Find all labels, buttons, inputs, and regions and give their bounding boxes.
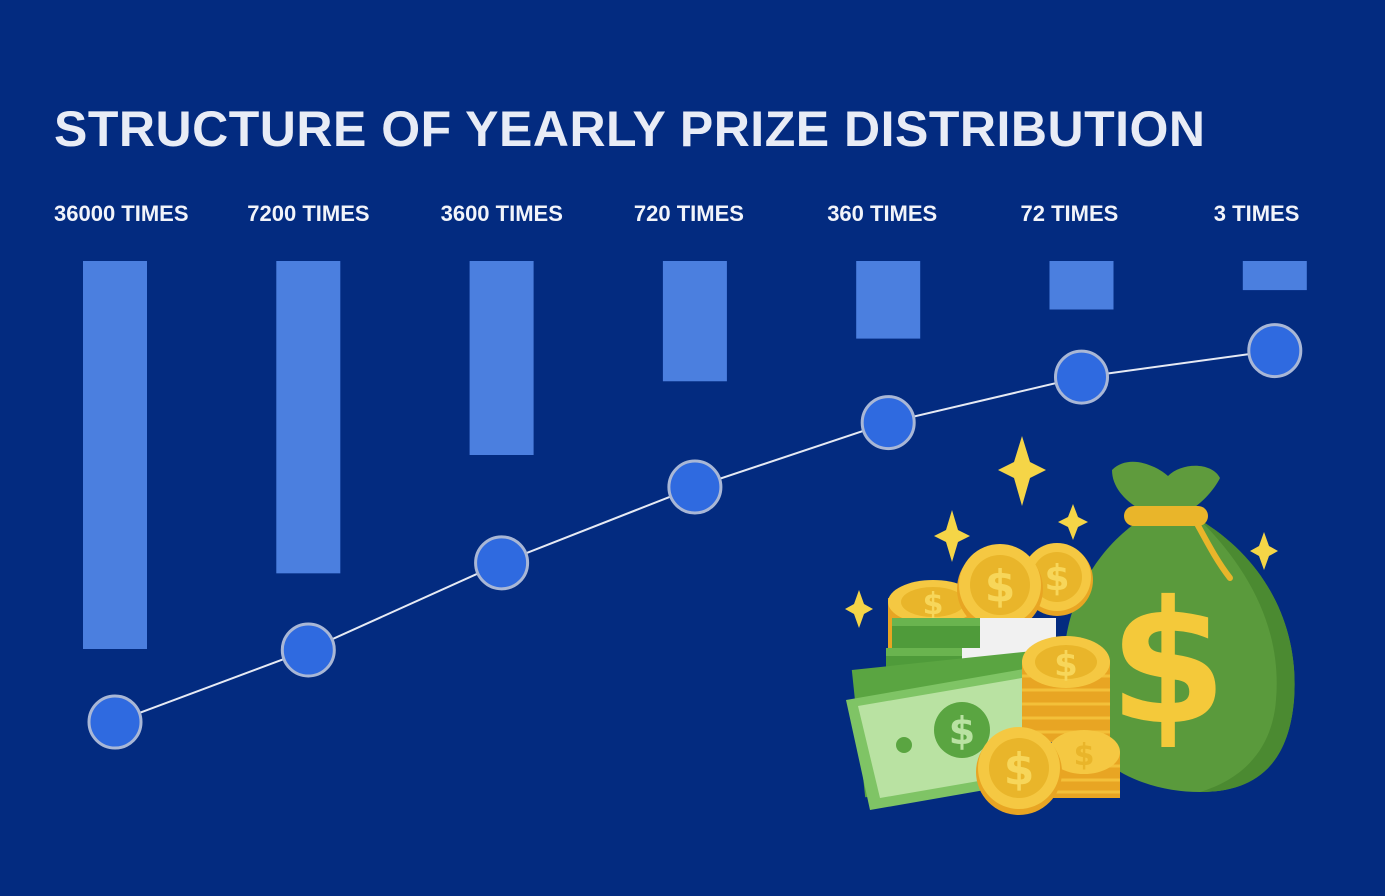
bar — [662, 261, 727, 382]
category-label: 3600 TIMES — [441, 201, 563, 226]
svg-text:$: $ — [1109, 565, 1227, 763]
chart-title: STRUCTURE OF YEARLY PRIZE DISTRIBUTION — [54, 101, 1206, 157]
trend-points — [87, 323, 1303, 750]
svg-text:$: $ — [1074, 738, 1095, 773]
bar — [276, 261, 341, 574]
category-labels: 36000 TIMES 7200 TIMES 3600 TIMES 720 TIMES… — [54, 201, 1299, 226]
trend-point — [860, 395, 916, 451]
svg-text:$: $ — [985, 561, 1016, 612]
trend-point — [474, 535, 530, 591]
trend-point — [87, 694, 143, 750]
category-label: 720 TIMES — [634, 201, 744, 226]
coin-stack-icon: $ — [1048, 730, 1120, 798]
trend-point — [280, 622, 336, 678]
category-label: 3 TIMES — [1214, 201, 1300, 226]
category-label: 72 TIMES — [1021, 201, 1119, 226]
money-bag-icon: $ — [1063, 461, 1295, 792]
trend-point — [1054, 349, 1109, 405]
trend-point — [667, 459, 723, 515]
svg-text:$: $ — [923, 587, 944, 622]
coin-icon: $ — [957, 544, 1043, 632]
bar — [1242, 261, 1307, 291]
coin-icon: $ — [976, 727, 1062, 815]
category-label: 36000 TIMES — [54, 201, 189, 226]
money-illustration: $ $ $ $ — [845, 436, 1295, 815]
bar — [856, 261, 921, 339]
svg-text:$: $ — [1004, 744, 1035, 795]
bars — [83, 261, 1307, 649]
trend-point — [1247, 323, 1303, 379]
coin-stack-icon: $ — [1022, 636, 1110, 742]
category-label: 7200 TIMES — [247, 201, 369, 226]
bar — [469, 261, 534, 455]
svg-text:$: $ — [949, 709, 975, 753]
svg-text:$: $ — [1054, 645, 1078, 685]
category-label: 360 TIMES — [827, 201, 937, 226]
bar — [1049, 261, 1114, 310]
svg-text:$: $ — [1044, 558, 1069, 599]
bar — [83, 261, 147, 649]
